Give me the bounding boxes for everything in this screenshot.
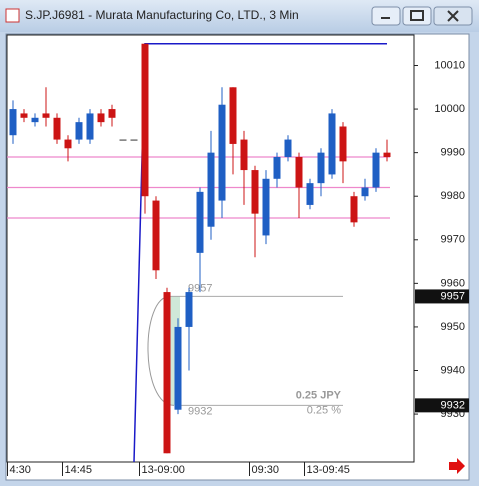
price-marker — [415, 289, 469, 304]
candle-body — [42, 113, 50, 118]
x-tick-label: 13-09:00 — [142, 464, 185, 476]
price-marker — [415, 398, 469, 413]
y-tick-label: 9980 — [441, 190, 465, 202]
y-tick-label: 9950 — [441, 321, 465, 333]
candle-body — [196, 191, 204, 253]
app-icon — [5, 8, 20, 23]
candle-body — [295, 157, 303, 188]
close-button[interactable] — [433, 6, 473, 26]
candle-body — [328, 113, 336, 175]
candle-body — [31, 117, 39, 123]
candle-body — [218, 104, 226, 201]
candle-body — [207, 152, 215, 227]
candle-body — [75, 122, 83, 140]
scroll-arrow[interactable] — [449, 458, 465, 474]
plot-area — [6, 34, 415, 463]
candle-body — [86, 113, 94, 140]
y-tick-label: 9970 — [441, 234, 465, 246]
candle-body — [350, 196, 358, 223]
measure-arc — [147, 295, 175, 406]
candle-body — [306, 183, 314, 205]
candle-body — [273, 157, 281, 179]
candle-body — [119, 139, 127, 141]
candle-body — [240, 139, 248, 171]
candle-body — [163, 292, 171, 454]
candle-body — [372, 152, 380, 188]
candle-body — [130, 139, 138, 141]
candle-body — [229, 87, 237, 144]
candle-body — [251, 170, 259, 214]
candle-body — [262, 178, 270, 236]
price-marker-label: 9957 — [441, 290, 465, 302]
candle-body — [53, 117, 61, 140]
x-tick-label: 14:45 — [65, 464, 93, 476]
y-tick-label: 10010 — [434, 59, 465, 71]
maximize-button[interactable] — [402, 6, 432, 26]
candle-body — [361, 187, 369, 197]
y-tick-label: 9960 — [441, 277, 465, 289]
measure-to: 9932 — [188, 405, 212, 417]
x-tick-label: 09:30 — [252, 464, 280, 476]
candle-body — [317, 152, 325, 184]
candle-body — [174, 326, 182, 410]
candle-body — [284, 139, 292, 157]
indicator-line — [133, 42, 387, 463]
window-title: S.JP.J6981 - Murata Manufacturing Co, LT… — [25, 8, 299, 22]
measure-change: 0.25 JPY — [296, 389, 342, 401]
candle-body — [339, 126, 347, 162]
y-tick-label: 9940 — [441, 364, 465, 376]
candle-body — [97, 113, 105, 123]
candle-body — [9, 109, 17, 136]
x-tick-label: 13-09:45 — [307, 464, 350, 476]
y-tick-label: 10000 — [434, 103, 465, 115]
measure-pct: 0.25 % — [307, 404, 341, 416]
candle-body — [20, 113, 28, 118]
candle-body — [108, 109, 116, 118]
y-tick-label: 9990 — [441, 147, 465, 159]
candle-body — [152, 200, 160, 271]
candle-body — [64, 139, 72, 149]
minimize-button[interactable] — [371, 6, 401, 26]
x-tick-label: 4:30 — [10, 464, 31, 476]
price-marker-label: 9932 — [441, 399, 465, 411]
candle-body — [185, 292, 193, 327]
candle-body — [383, 152, 391, 157]
candle-body — [141, 43, 149, 197]
